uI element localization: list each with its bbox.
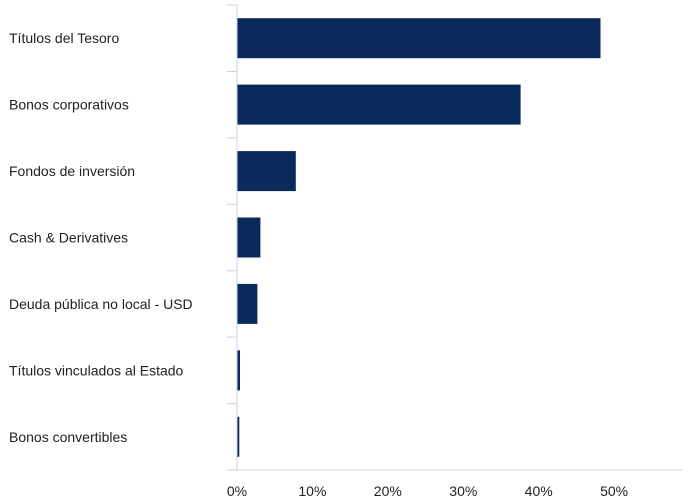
category-label: Bonos convertibles <box>9 429 127 445</box>
x-tick-label: 40% <box>525 483 553 499</box>
bar <box>237 416 240 457</box>
bar <box>237 283 258 324</box>
bar <box>237 151 296 192</box>
x-tick-label: 10% <box>298 483 326 499</box>
bar <box>237 217 261 258</box>
x-tick-label: 20% <box>374 483 402 499</box>
bars-group <box>237 18 601 457</box>
bar <box>237 18 601 59</box>
category-label: Fondos de inversión <box>9 163 135 179</box>
x-tick-label: 0% <box>227 483 247 499</box>
bar <box>237 350 240 391</box>
x-tick-label: 50% <box>600 483 628 499</box>
y-axis-ticks-group <box>227 4 237 471</box>
category-label: Títulos vinculados al Estado <box>9 362 184 378</box>
category-label: Cash & Derivatives <box>9 230 128 246</box>
category-label: Títulos del Tesoro <box>9 30 119 46</box>
category-label: Bonos corporativos <box>9 97 129 113</box>
category-labels-group: Títulos del Tesoro Bonos corporativos Fond… <box>9 30 193 445</box>
bar <box>237 84 521 125</box>
category-label: Deuda pública no local - USD <box>9 296 193 312</box>
x-axis-ticks-group: 0% 10% 20% 30% 40% 50% <box>227 483 628 499</box>
x-tick-label: 30% <box>449 483 477 499</box>
